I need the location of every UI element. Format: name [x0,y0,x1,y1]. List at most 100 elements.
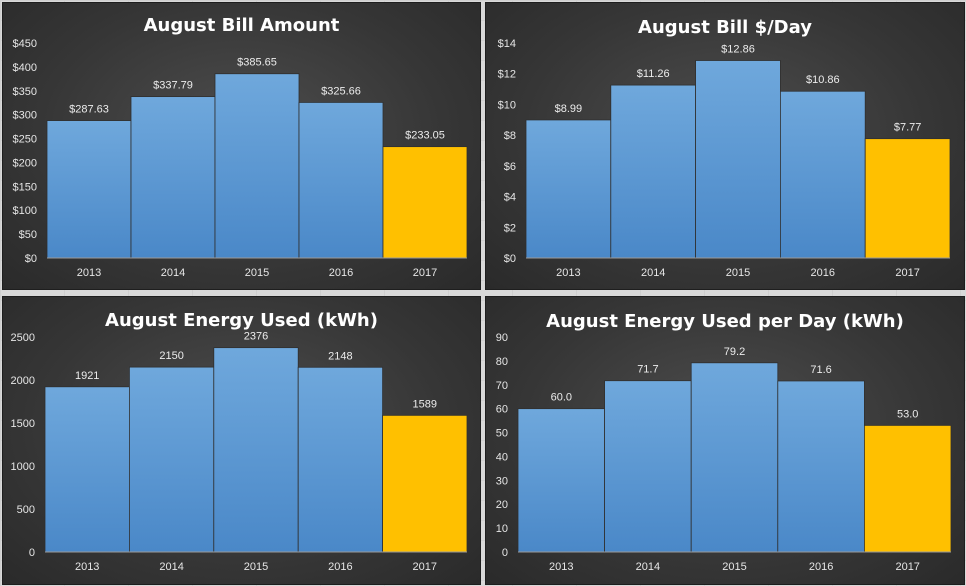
y-tick-label: $50 [19,229,37,241]
y-tick-label: $300 [13,110,37,122]
y-tick-label: $8 [504,130,516,142]
y-tick-label: 30 [496,475,508,487]
bar-2017[interactable] [382,146,468,259]
y-tick-label: $10 [498,99,516,111]
chart-title: August Bill $/Day [638,17,812,38]
bar-2017[interactable] [863,424,952,553]
y-tick-label: 1000 [11,461,35,473]
y-tick-label: $250 [13,134,37,146]
y-tick-label: $200 [13,157,37,169]
y-tick-label: $100 [13,205,37,217]
x-tick-label: 2016 [811,267,835,279]
bar-2013[interactable] [517,408,605,553]
data-label: 2148 [328,350,352,362]
y-tick-label: $0 [25,253,37,265]
y-tick-label: $400 [13,62,37,74]
y-tick-label: $2 [504,222,516,234]
bar-2014[interactable] [610,84,697,259]
bar-2013[interactable] [46,120,132,259]
chart-svg: August Bill $/Day $0 $2 $4 $6 $8 $10 $12 $14 $8.9… [498,17,951,279]
y-tick-label: 10 [496,523,508,535]
x-tick-label: 2013 [75,561,99,573]
x-tick-label: 2015 [722,561,746,573]
chart-svg: August Bill Amount $0 $50 $100 $150 $200 $250 $… [13,15,468,279]
data-label: 2376 [244,331,268,343]
y-tick-label: $150 [13,181,37,193]
chart-bill-amount[interactable]: August Bill Amount $0 $50 $100 $150 $200 $250 $… [2,2,481,290]
y-tick-label: 2000 [11,375,35,387]
data-label: $8.99 [555,103,583,115]
data-label: $11.26 [637,68,670,80]
bar-2013[interactable] [525,119,612,259]
bar-2016[interactable] [297,366,384,553]
bar-2015[interactable] [695,60,781,259]
y-tick-label: 50 [496,428,508,440]
data-label: $12.86 [721,44,755,56]
chart-svg: August Energy Used (kWh) 0 500 1000 1500 2000… [11,310,468,573]
x-tick-label: 2014 [159,561,183,573]
bar-2014[interactable] [129,366,215,553]
y-tick-label: $450 [13,38,37,50]
y-tick-label: 60 [496,404,508,416]
y-tick-label: 0 [502,547,508,559]
x-tick-label: 2015 [244,561,268,573]
x-tick-label: 2016 [809,561,833,573]
data-label: $10.86 [806,74,840,86]
y-tick-label: 0 [29,547,35,559]
bar-2015[interactable] [214,73,300,259]
data-label: $385.65 [237,57,277,69]
data-label: 60.0 [551,392,572,404]
x-tick-label: 2017 [413,267,437,279]
x-tick-label: 2016 [328,561,352,573]
y-tick-label: $12 [498,69,516,81]
bar-2017[interactable] [382,414,468,553]
x-tick-label: 2014 [636,561,660,573]
x-tick-label: 2016 [329,267,353,279]
y-tick-label: 20 [496,499,508,511]
x-tick-label: 2013 [556,267,580,279]
chart-bill-per-day[interactable]: August Bill $/Day $0 $2 $4 $6 $8 $10 $12 $14 $8.9… [485,2,965,290]
y-tick-label: 90 [496,332,508,344]
x-tick-label: 2017 [895,267,919,279]
chart-title: August Energy Used per Day (kWh) [546,311,904,332]
chart-svg: August Energy Used per Day (kWh) 0 10 20 30 4… [496,311,952,573]
data-label: 1589 [413,398,437,410]
bar-2015[interactable] [690,362,779,553]
y-tick-label: $350 [13,86,37,98]
chart-energy-per-day[interactable]: August Energy Used per Day (kWh) 0 10 20 30 4… [485,296,965,585]
data-label: $7.77 [894,122,922,134]
x-tick-label: 2014 [641,267,665,279]
x-tick-label: 2015 [245,267,269,279]
bar-2015[interactable] [213,347,299,553]
chart-title: August Energy Used (kWh) [105,310,378,331]
bar-2016[interactable] [779,90,866,259]
x-tick-label: 2013 [77,267,101,279]
data-label: 71.6 [810,364,831,376]
y-tick-label: 70 [496,380,508,392]
data-label: 79.2 [724,346,745,358]
data-label: $337.79 [153,80,193,92]
chart-energy-used[interactable]: August Energy Used (kWh) 0 500 1000 1500 2000… [2,296,481,585]
data-label: 1921 [75,370,99,382]
data-label: 53.0 [897,408,918,420]
y-tick-label: 80 [496,356,508,368]
x-tick-label: 2015 [726,267,750,279]
y-tick-label: $4 [504,192,516,204]
x-tick-label: 2017 [895,561,919,573]
y-tick-label: $6 [504,161,516,173]
y-tick-label: $14 [498,38,516,50]
bar-2014[interactable] [130,96,216,259]
x-tick-label: 2013 [549,561,573,573]
bar-2014[interactable] [604,380,692,553]
data-label: $287.63 [69,104,109,116]
bar-2016[interactable] [298,102,384,259]
y-tick-label: 40 [496,451,508,463]
y-tick-label: $0 [504,253,516,265]
x-tick-label: 2017 [413,561,437,573]
bar-2017[interactable] [864,138,951,259]
data-label: 2150 [159,350,183,362]
chart-title: August Bill Amount [144,15,340,36]
bar-2013[interactable] [44,386,130,553]
bar-2016[interactable] [777,380,865,553]
data-label: $325.66 [321,85,361,97]
